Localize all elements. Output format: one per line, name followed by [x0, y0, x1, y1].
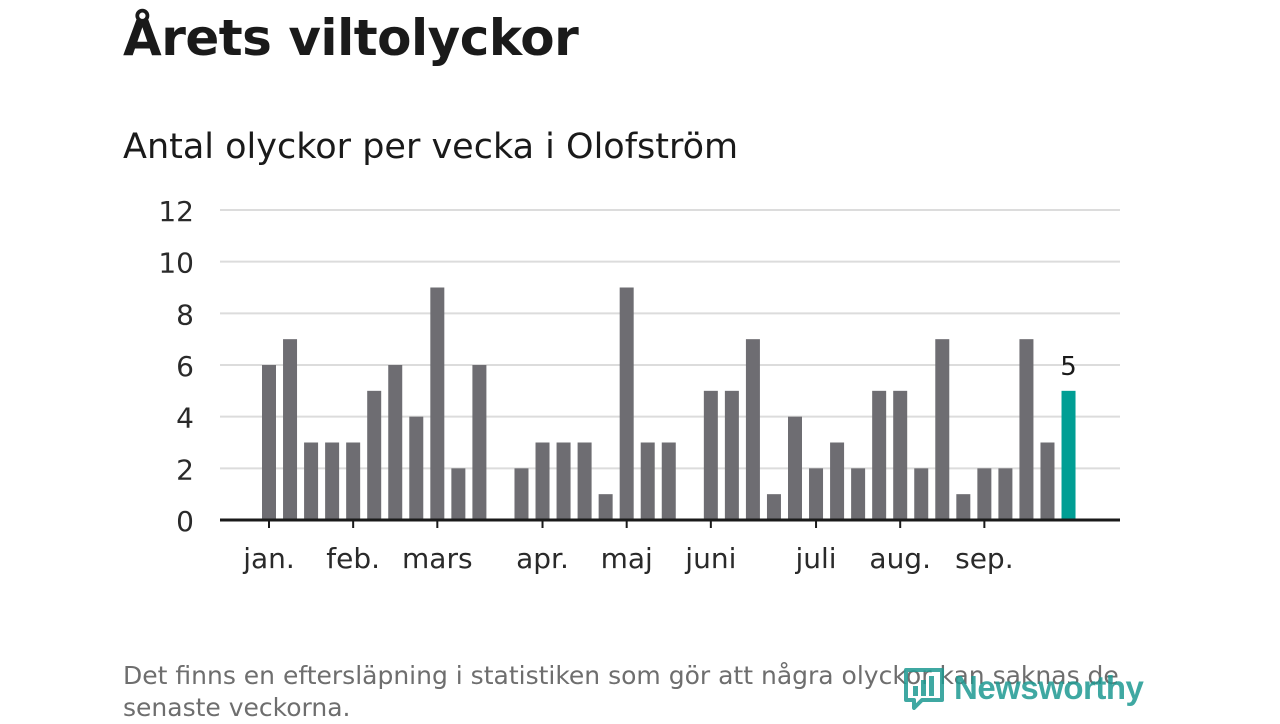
y-axis-tick-labels: 0 2 4 6 8 10 12 — [158, 195, 194, 538]
x-axis-tick-labels: jan. feb. mars apr. maj juni juli aug. sep. — [242, 542, 1013, 575]
bar — [745, 339, 760, 520]
brand-name: Newsworthy — [954, 669, 1144, 706]
bar — [304, 442, 319, 520]
x-tick-label: sep. — [955, 542, 1014, 575]
chart-title: Årets viltolyckor — [123, 9, 579, 67]
bar — [956, 494, 971, 520]
bar — [430, 287, 445, 520]
x-tick-label: juni — [684, 542, 736, 575]
bar — [283, 339, 298, 520]
bar — [346, 442, 361, 520]
bar — [1019, 339, 1034, 520]
y-tick-label: 2 — [176, 453, 194, 486]
bar — [535, 442, 550, 520]
x-axis — [220, 518, 1120, 528]
bar — [451, 468, 466, 520]
newsworthy-logo-icon — [904, 668, 944, 710]
bar — [598, 494, 613, 520]
x-tick-label: aug. — [869, 542, 931, 575]
gridlines — [220, 209, 1120, 470]
y-tick-label: 8 — [176, 298, 194, 331]
bar — [640, 442, 655, 520]
chart-subtitle: Antal olyckor per vecka i Olofström — [123, 127, 739, 167]
bar — [577, 442, 592, 520]
bar — [1040, 442, 1055, 520]
x-tick-label: jan. — [242, 542, 295, 575]
bar — [977, 468, 992, 520]
bar — [935, 339, 950, 520]
footnote: Det finns en eftersläpning i statistiken… — [123, 661, 1119, 722]
data-labels: 5 — [1060, 352, 1077, 382]
data-label: 5 — [1060, 352, 1077, 382]
y-tick-label: 0 — [176, 505, 194, 538]
y-tick-label: 12 — [158, 195, 194, 228]
bar — [914, 468, 929, 520]
bar — [998, 468, 1013, 520]
bar — [851, 468, 866, 520]
bar — [830, 442, 845, 520]
bar — [367, 390, 382, 520]
x-tick-label: feb. — [326, 542, 380, 575]
bar — [766, 494, 781, 520]
bar — [409, 416, 424, 520]
y-tick-label: 6 — [176, 350, 194, 383]
x-tick-label: apr. — [516, 542, 569, 575]
bar — [809, 468, 824, 520]
x-tick-label: maj — [601, 542, 653, 575]
bar — [472, 365, 487, 520]
y-tick-label: 4 — [176, 402, 194, 435]
bar — [893, 390, 908, 520]
bar — [724, 390, 739, 520]
bar — [556, 442, 571, 520]
bar — [788, 416, 802, 520]
bar — [388, 365, 403, 520]
y-tick-label: 10 — [158, 247, 194, 280]
bar — [514, 468, 529, 520]
bar-highlight — [1061, 390, 1076, 520]
x-tick-label: mars — [402, 542, 473, 575]
bar — [661, 442, 676, 520]
bar — [262, 365, 276, 520]
bar — [619, 287, 634, 520]
bar — [872, 390, 887, 520]
bar — [703, 390, 718, 520]
bar — [325, 442, 340, 520]
x-tick-label: juli — [794, 542, 836, 575]
bar-chart: 0 2 4 6 8 10 12 jan. feb. mars apr. maj juni juli aug… — [158, 195, 1120, 575]
bars — [262, 287, 1076, 520]
newsworthy-logo[interactable]: Newsworthy — [902, 666, 1144, 710]
